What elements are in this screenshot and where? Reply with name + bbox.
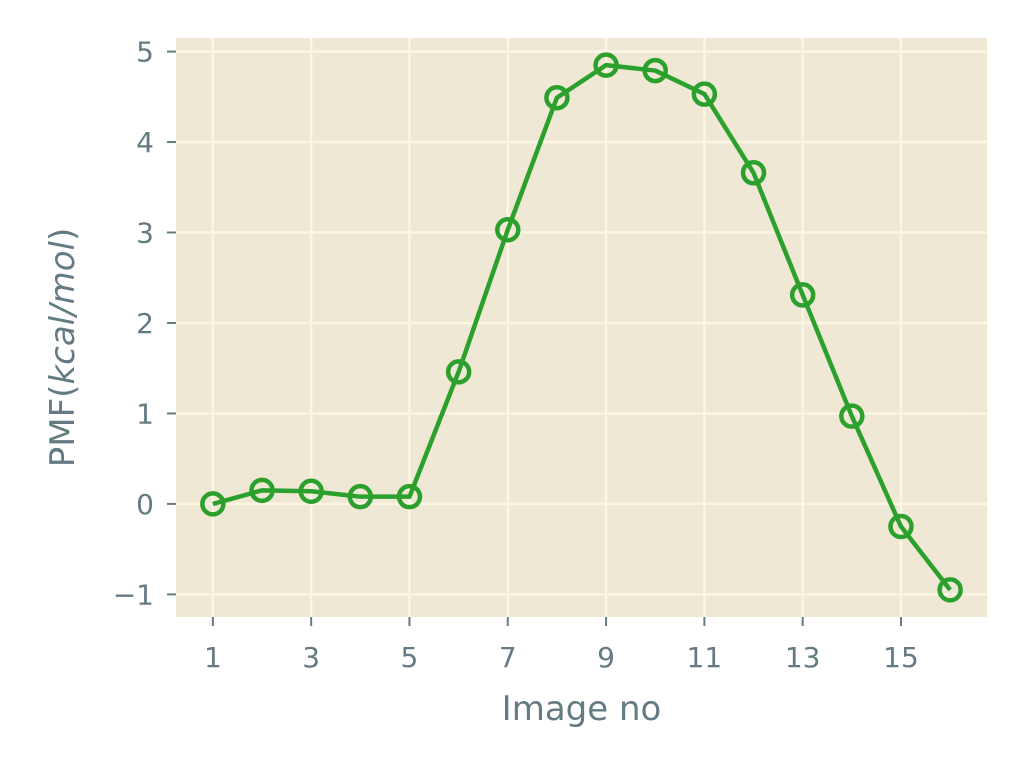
- data-point: [347, 483, 374, 510]
- y-tick-label: 0: [136, 488, 154, 521]
- data-point: [593, 52, 619, 78]
- data-point: [642, 57, 668, 84]
- y-axis-ticks: −1 0 1 2 3 4 5: [113, 36, 176, 611]
- x-tick-label: 9: [597, 641, 615, 674]
- data-point: [691, 81, 718, 107]
- data-point: [495, 217, 521, 243]
- x-axis-ticks: 1 3 5 7 9 11 13 15: [204, 617, 919, 674]
- data-point: [888, 513, 914, 540]
- y-tick-label: 4: [136, 126, 154, 159]
- x-tick-label: 7: [499, 641, 517, 674]
- x-tick-label: 1: [204, 641, 222, 674]
- data-point: [200, 491, 226, 517]
- y-axis-label: PMF(kcal/mol): [43, 228, 83, 467]
- y-tick-label: 2: [136, 307, 154, 340]
- data-point: [445, 359, 472, 385]
- x-axis-label: Image no: [502, 689, 662, 729]
- y-tick-label: 3: [136, 217, 154, 250]
- y-axis-label-prefix: PMF(: [43, 385, 83, 468]
- series-line: [212, 62, 952, 592]
- y-axis-label-suffix: ): [43, 228, 83, 241]
- data-point: [839, 403, 865, 429]
- data-point: [789, 282, 816, 308]
- x-tick-label: 13: [785, 641, 821, 674]
- data-point: [396, 483, 423, 510]
- data-point: [298, 478, 324, 504]
- x-tick-label: 15: [883, 641, 919, 674]
- y-axis-label-units: kcal/mol: [43, 241, 83, 385]
- data-point-markers: [200, 52, 963, 603]
- x-tick-label: 3: [302, 641, 320, 674]
- y-tick-label: 5: [136, 36, 154, 69]
- data-point: [544, 84, 570, 111]
- x-tick-label: 11: [687, 641, 723, 674]
- grid-lines: [176, 38, 987, 617]
- data-point: [740, 160, 767, 186]
- data-point: [937, 577, 963, 603]
- x-tick-label: 5: [401, 641, 419, 674]
- y-tick-label: −1: [113, 578, 154, 611]
- data-point: [249, 477, 275, 504]
- y-tick-label: 1: [136, 397, 154, 430]
- plot-area: [176, 38, 987, 617]
